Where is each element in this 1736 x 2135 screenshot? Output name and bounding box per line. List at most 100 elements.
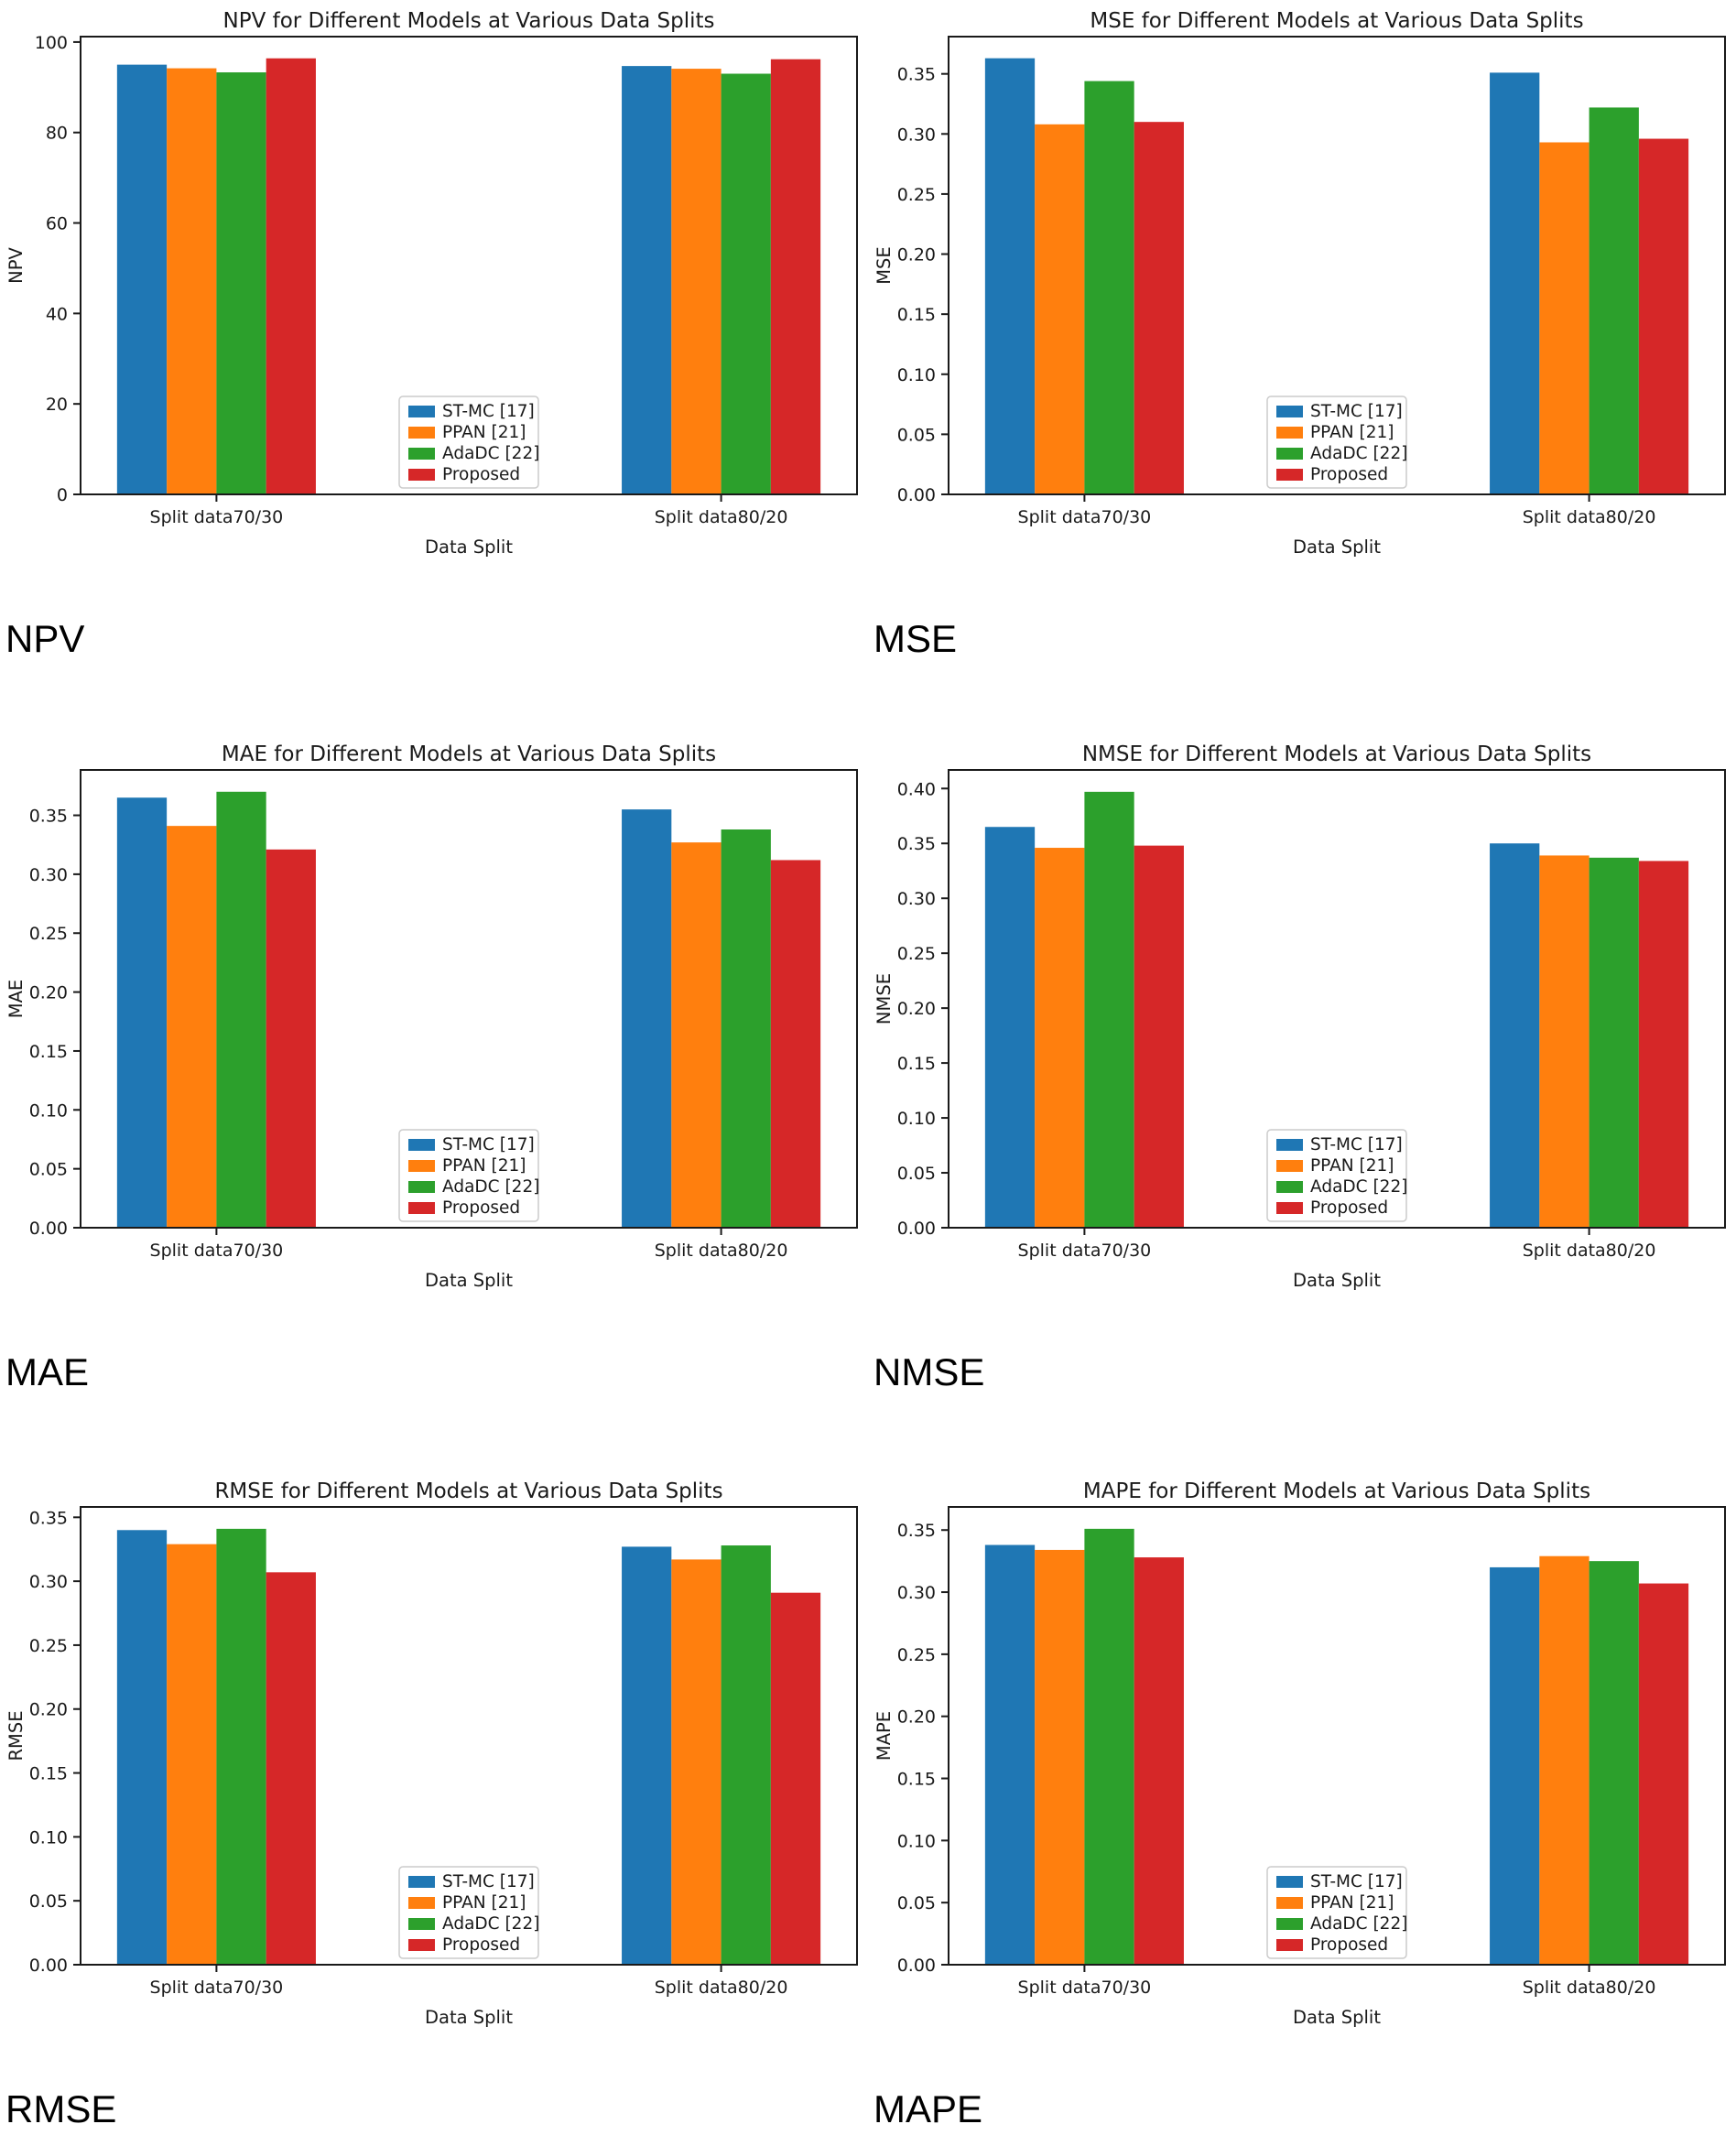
bar-adadc-22 [1589,107,1639,494]
y-tick-label: 0.20 [897,245,936,266]
y-tick-label: 0.20 [29,1700,68,1720]
y-tick-label: 40 [46,304,68,324]
legend-label: ST-MC [17] [442,1872,535,1891]
legend-swatch [1276,1897,1303,1909]
x-tick-label: Split data80/20 [655,1978,788,1998]
figure-cell-rmse: RMSE for Different Models at Various Dat… [0,1423,868,2135]
plot-border [948,1506,1726,1966]
bar-proposed [1134,845,1184,1228]
bar-adadc-22 [1084,1528,1134,1965]
figure-caption-rmse: RMSE [5,2087,117,2130]
x-axis-label: Data Split [425,2007,513,2028]
legend-label: Proposed [1310,1935,1388,1955]
y-tick-label: 0 [57,485,68,505]
bar-ppan-21 [671,1559,722,1965]
legend-label: PPAN [21] [442,1893,526,1913]
chart-title: MAPE for Different Models at Various Dat… [1083,1479,1590,1503]
legend-swatch [408,1876,435,1888]
y-tick-label: 0.25 [29,1636,68,1656]
bar-ppan-21 [1035,124,1085,494]
legend-box [1266,396,1407,489]
y-axis-label: MSE [873,246,895,285]
figure-cell-npv: NPV for Different Models at Various Data… [0,0,868,711]
legend-label: Proposed [442,465,520,484]
y-tick-label: 0.30 [29,865,68,885]
y-tick-label: 0.00 [29,1956,68,1976]
x-tick-label: Split data80/20 [655,507,788,527]
legend-label: ST-MC [17] [442,1135,535,1154]
y-tick-label: 0.10 [897,1109,936,1129]
rmse-bar-chart: RMSE for Different Models at Various Dat… [5,1479,858,2028]
x-tick-label: Split data70/30 [1018,507,1152,527]
y-tick-label: 20 [46,395,68,415]
y-tick-label: 0.10 [897,1831,936,1851]
bar-ppan-21 [671,69,722,495]
bar-st-mc-17 [116,797,168,1228]
legend-box [1266,1129,1407,1222]
legend-swatch [1276,1181,1303,1193]
bar-ppan-21 [671,842,722,1228]
bar-st-mc-17 [116,1530,168,1965]
y-tick-label: 0.35 [897,65,936,85]
legend: ST-MC [17]PPAN [21]AdaDC [22]Proposed [1266,1866,1407,1959]
bar-proposed [266,1572,316,1965]
bar-adadc-22 [1589,857,1639,1228]
y-tick-label: 0.35 [29,1508,68,1528]
bar-st-mc-17 [1490,843,1540,1228]
bar-ppan-21 [167,826,217,1228]
legend-label: AdaDC [22] [1310,1914,1407,1934]
bar-st-mc-17 [116,64,168,494]
legend: ST-MC [17]PPAN [21]AdaDC [22]Proposed [398,1866,539,1959]
legend-swatch [1276,1202,1303,1214]
bar-proposed [266,849,316,1228]
x-tick-label: Split data80/20 [1523,1978,1656,1998]
y-tick-label: 0.25 [29,924,68,944]
legend-label: ST-MC [17] [1310,1135,1403,1154]
x-tick-label: Split data70/30 [1018,1978,1152,1998]
bar-proposed [1638,138,1689,494]
legend-swatch [408,1918,435,1930]
y-tick-label: 0.20 [897,1707,936,1728]
x-axis-label: Data Split [425,1270,513,1291]
bar-ppan-21 [1035,1549,1085,1965]
nmse-bar-chart: NMSE for Different Models at Various Dat… [873,742,1726,1291]
legend-label: AdaDC [22] [442,444,539,463]
x-axis-label: Data Split [1293,2007,1381,2028]
y-tick-label: 0.20 [897,999,936,1019]
y-axis-label: NMSE [873,973,895,1024]
chart-title: NMSE for Different Models at Various Dat… [1082,742,1591,766]
y-tick-label: 0.30 [897,125,936,145]
mse-bar-chart: MSE for Different Models at Various Data… [873,9,1726,558]
figure-cell-mae: MAE for Different Models at Various Data… [0,711,868,1423]
x-tick-label: Split data70/30 [1018,1241,1152,1261]
plot-border [80,1506,858,1966]
legend-swatch [408,469,435,481]
bar-adadc-22 [721,1545,771,1965]
bar-ppan-21 [1539,1555,1590,1965]
bar-adadc-22 [721,73,771,495]
x-tick-label: Split data80/20 [655,1241,788,1261]
legend-label: ST-MC [17] [1310,402,1403,421]
y-tick-label: 0.00 [29,1219,68,1239]
figure-caption-mse: MSE [873,617,958,660]
bar-ppan-21 [1539,142,1590,494]
legend-swatch [1276,469,1303,481]
bar-proposed [1134,1557,1184,1965]
legend: ST-MC [17]PPAN [21]AdaDC [22]Proposed [398,396,539,489]
legend: ST-MC [17]PPAN [21]AdaDC [22]Proposed [1266,396,1407,489]
legend-swatch [1276,1160,1303,1172]
plot-border [80,36,858,495]
plot-border [948,769,1726,1229]
npv-bar-chart: NPV for Different Models at Various Data… [5,9,858,558]
legend-label: AdaDC [22] [442,1177,539,1197]
y-tick-label: 0.15 [897,305,936,325]
y-axis-label: MAE [5,980,27,1019]
x-tick-label: Split data70/30 [150,1978,284,1998]
legend-swatch [1276,1139,1303,1151]
legend-swatch [408,406,435,417]
legend-label: PPAN [21] [1310,1893,1394,1913]
legend-swatch [408,1181,435,1193]
bar-ppan-21 [167,68,217,494]
y-tick-label: 0.35 [897,834,936,854]
